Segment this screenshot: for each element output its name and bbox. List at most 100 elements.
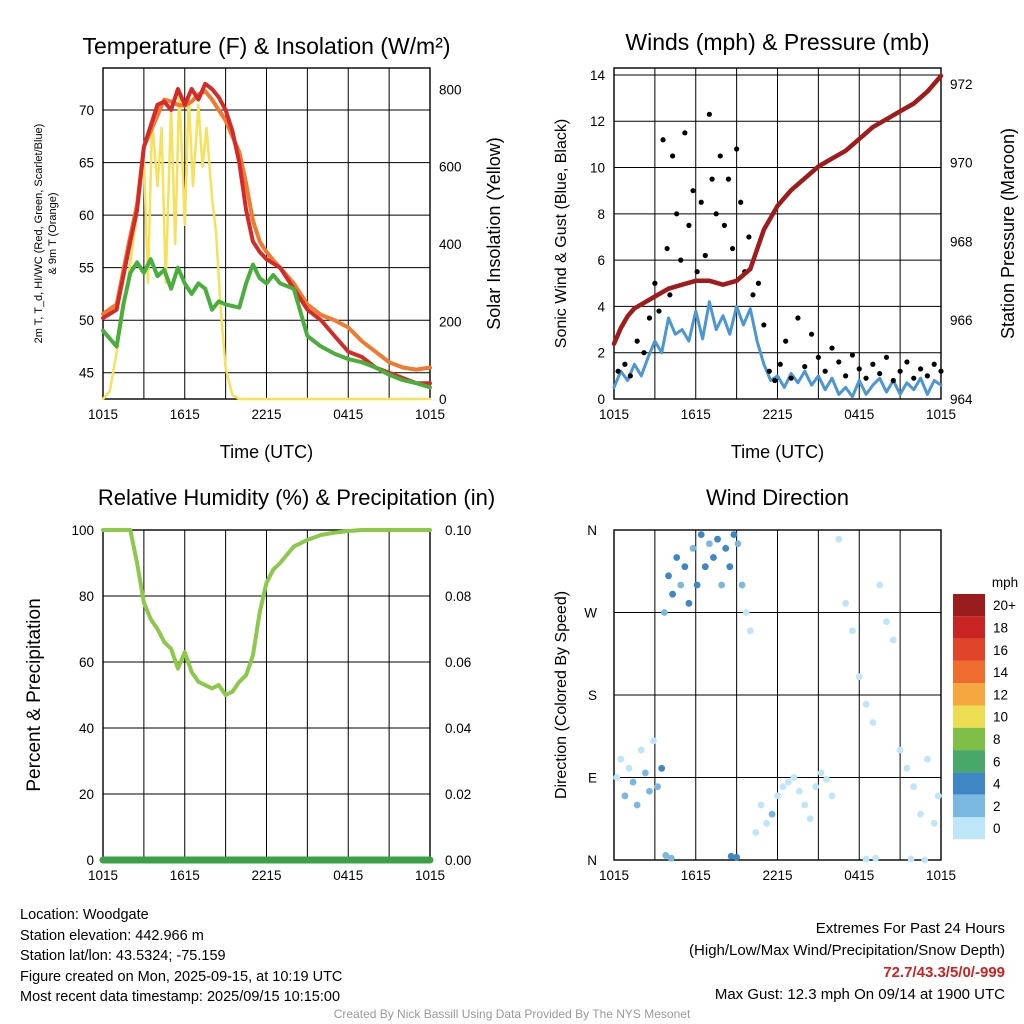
plot-frame [613, 529, 942, 861]
gust-point [890, 377, 896, 384]
direction-point [673, 554, 681, 561]
direction-point [817, 769, 825, 777]
direction-point [806, 815, 814, 823]
direction-point [613, 774, 621, 781]
y-tick-label: 65 [79, 156, 94, 171]
y-tick-label: W [584, 606, 597, 621]
direction-point [907, 855, 915, 863]
y2-tick-label: 800 [439, 82, 462, 97]
y2-tick-label: 600 [439, 160, 462, 175]
plot-frame [613, 67, 942, 400]
gust-point [652, 280, 658, 286]
gust-point [713, 211, 719, 217]
y-tick-label: 100 [71, 523, 94, 538]
gust-point [706, 111, 712, 117]
station-location: Location: Woodgate [20, 907, 149, 923]
gust-point [849, 352, 856, 358]
y-tick-label: N [587, 853, 597, 868]
y2-tick-label: 200 [439, 315, 462, 330]
series-pressure [611, 73, 944, 347]
direction-point [883, 618, 890, 626]
gust-point [746, 234, 752, 240]
y2-tick-label: 970 [950, 156, 973, 171]
max-gust: Max Gust: 12.3 mph On 09/14 at 1900 UTC [714, 986, 1005, 1003]
direction-point [727, 852, 735, 860]
x-axis-label: Time (UTC) [731, 442, 824, 462]
gust-point [931, 361, 937, 367]
gust-point [698, 199, 704, 205]
direction-point [835, 535, 843, 543]
direction-point [677, 581, 685, 589]
gust-point [734, 146, 740, 152]
direction-point [855, 673, 863, 681]
y2-tick-label: 0 [439, 392, 447, 407]
direction-point [637, 746, 645, 754]
direction-point [693, 581, 701, 589]
y-tick-label: 8 [597, 207, 605, 222]
direction-point [629, 778, 637, 786]
y-tick-label: S [588, 688, 597, 703]
direction-point [726, 563, 734, 571]
gust-point [911, 375, 917, 381]
x-tick-label: 1015 [415, 407, 445, 422]
winds-pressure-chart: 1015 1615 2215 0415 101502468101214964966968… [553, 29, 1018, 462]
gust-point [822, 368, 828, 374]
gust-point [808, 331, 815, 337]
direction-point [641, 769, 649, 777]
y-tick-label: 6 [597, 253, 605, 268]
y-axis-label: & 9m T (Orange) [47, 192, 59, 274]
direction-point [768, 810, 776, 818]
y-tick-label: 4 [597, 299, 605, 314]
direction-point [872, 854, 879, 862]
gust-point [802, 363, 808, 370]
gust-point [815, 354, 821, 360]
direction-point [869, 719, 877, 726]
chart-title: Relative Humidity (%) & Precipitation (i… [98, 485, 495, 510]
y-axis-label: Direction (Colored By Speed) [553, 591, 570, 799]
figure-created: Figure created on Mon, 2025-09-15, at 10… [20, 968, 343, 985]
direction-point [625, 764, 633, 772]
x-tick-label: 1015 [88, 407, 118, 422]
legend-swatch [953, 705, 985, 728]
direction-point [774, 792, 781, 800]
gust-point [755, 280, 762, 286]
legend-label: 4 [993, 777, 1001, 792]
direction-point [718, 581, 726, 589]
gust-point [938, 368, 944, 374]
legend-label: 14 [993, 665, 1009, 680]
direction-point [746, 627, 754, 635]
direction-point [862, 855, 870, 863]
legend-swatch [953, 750, 985, 773]
direction-point [697, 531, 705, 538]
gust-point [761, 322, 767, 328]
legend-label: 12 [993, 687, 1008, 702]
direction-point [685, 599, 693, 607]
direction-point [661, 609, 668, 616]
x-tick-label: 2215 [251, 407, 281, 422]
y-tick-label: 60 [79, 655, 94, 670]
gust-point [664, 245, 670, 252]
y2-tick-label: 0.06 [445, 655, 471, 670]
gust-point [904, 359, 910, 365]
gust-point [843, 373, 849, 379]
gust-point [690, 188, 696, 194]
legend-label: 0 [993, 821, 1001, 836]
extremes-title: Extremes For Past 24 Hours [815, 920, 1005, 937]
direction-point [801, 801, 809, 809]
direction-point [654, 783, 661, 791]
gust-point [717, 153, 723, 159]
direction-point [714, 535, 721, 543]
direction-point [667, 854, 675, 862]
x-tick-label: 0415 [844, 868, 874, 883]
legend-swatch [953, 616, 985, 639]
direction-point [681, 563, 689, 571]
y2-tick-label: 964 [950, 392, 973, 407]
y-tick-label: 70 [79, 103, 94, 118]
x-axis-label: Time (UTC) [220, 442, 313, 462]
direction-point [876, 581, 884, 589]
gust-point [917, 366, 924, 372]
y-tick-label: 10 [590, 161, 605, 176]
speed-color-legend: mph 20+ 18 16 14 12 10 8 6 4 2 0 [953, 575, 1018, 840]
direction-point [910, 783, 918, 791]
direction-point [889, 636, 897, 644]
